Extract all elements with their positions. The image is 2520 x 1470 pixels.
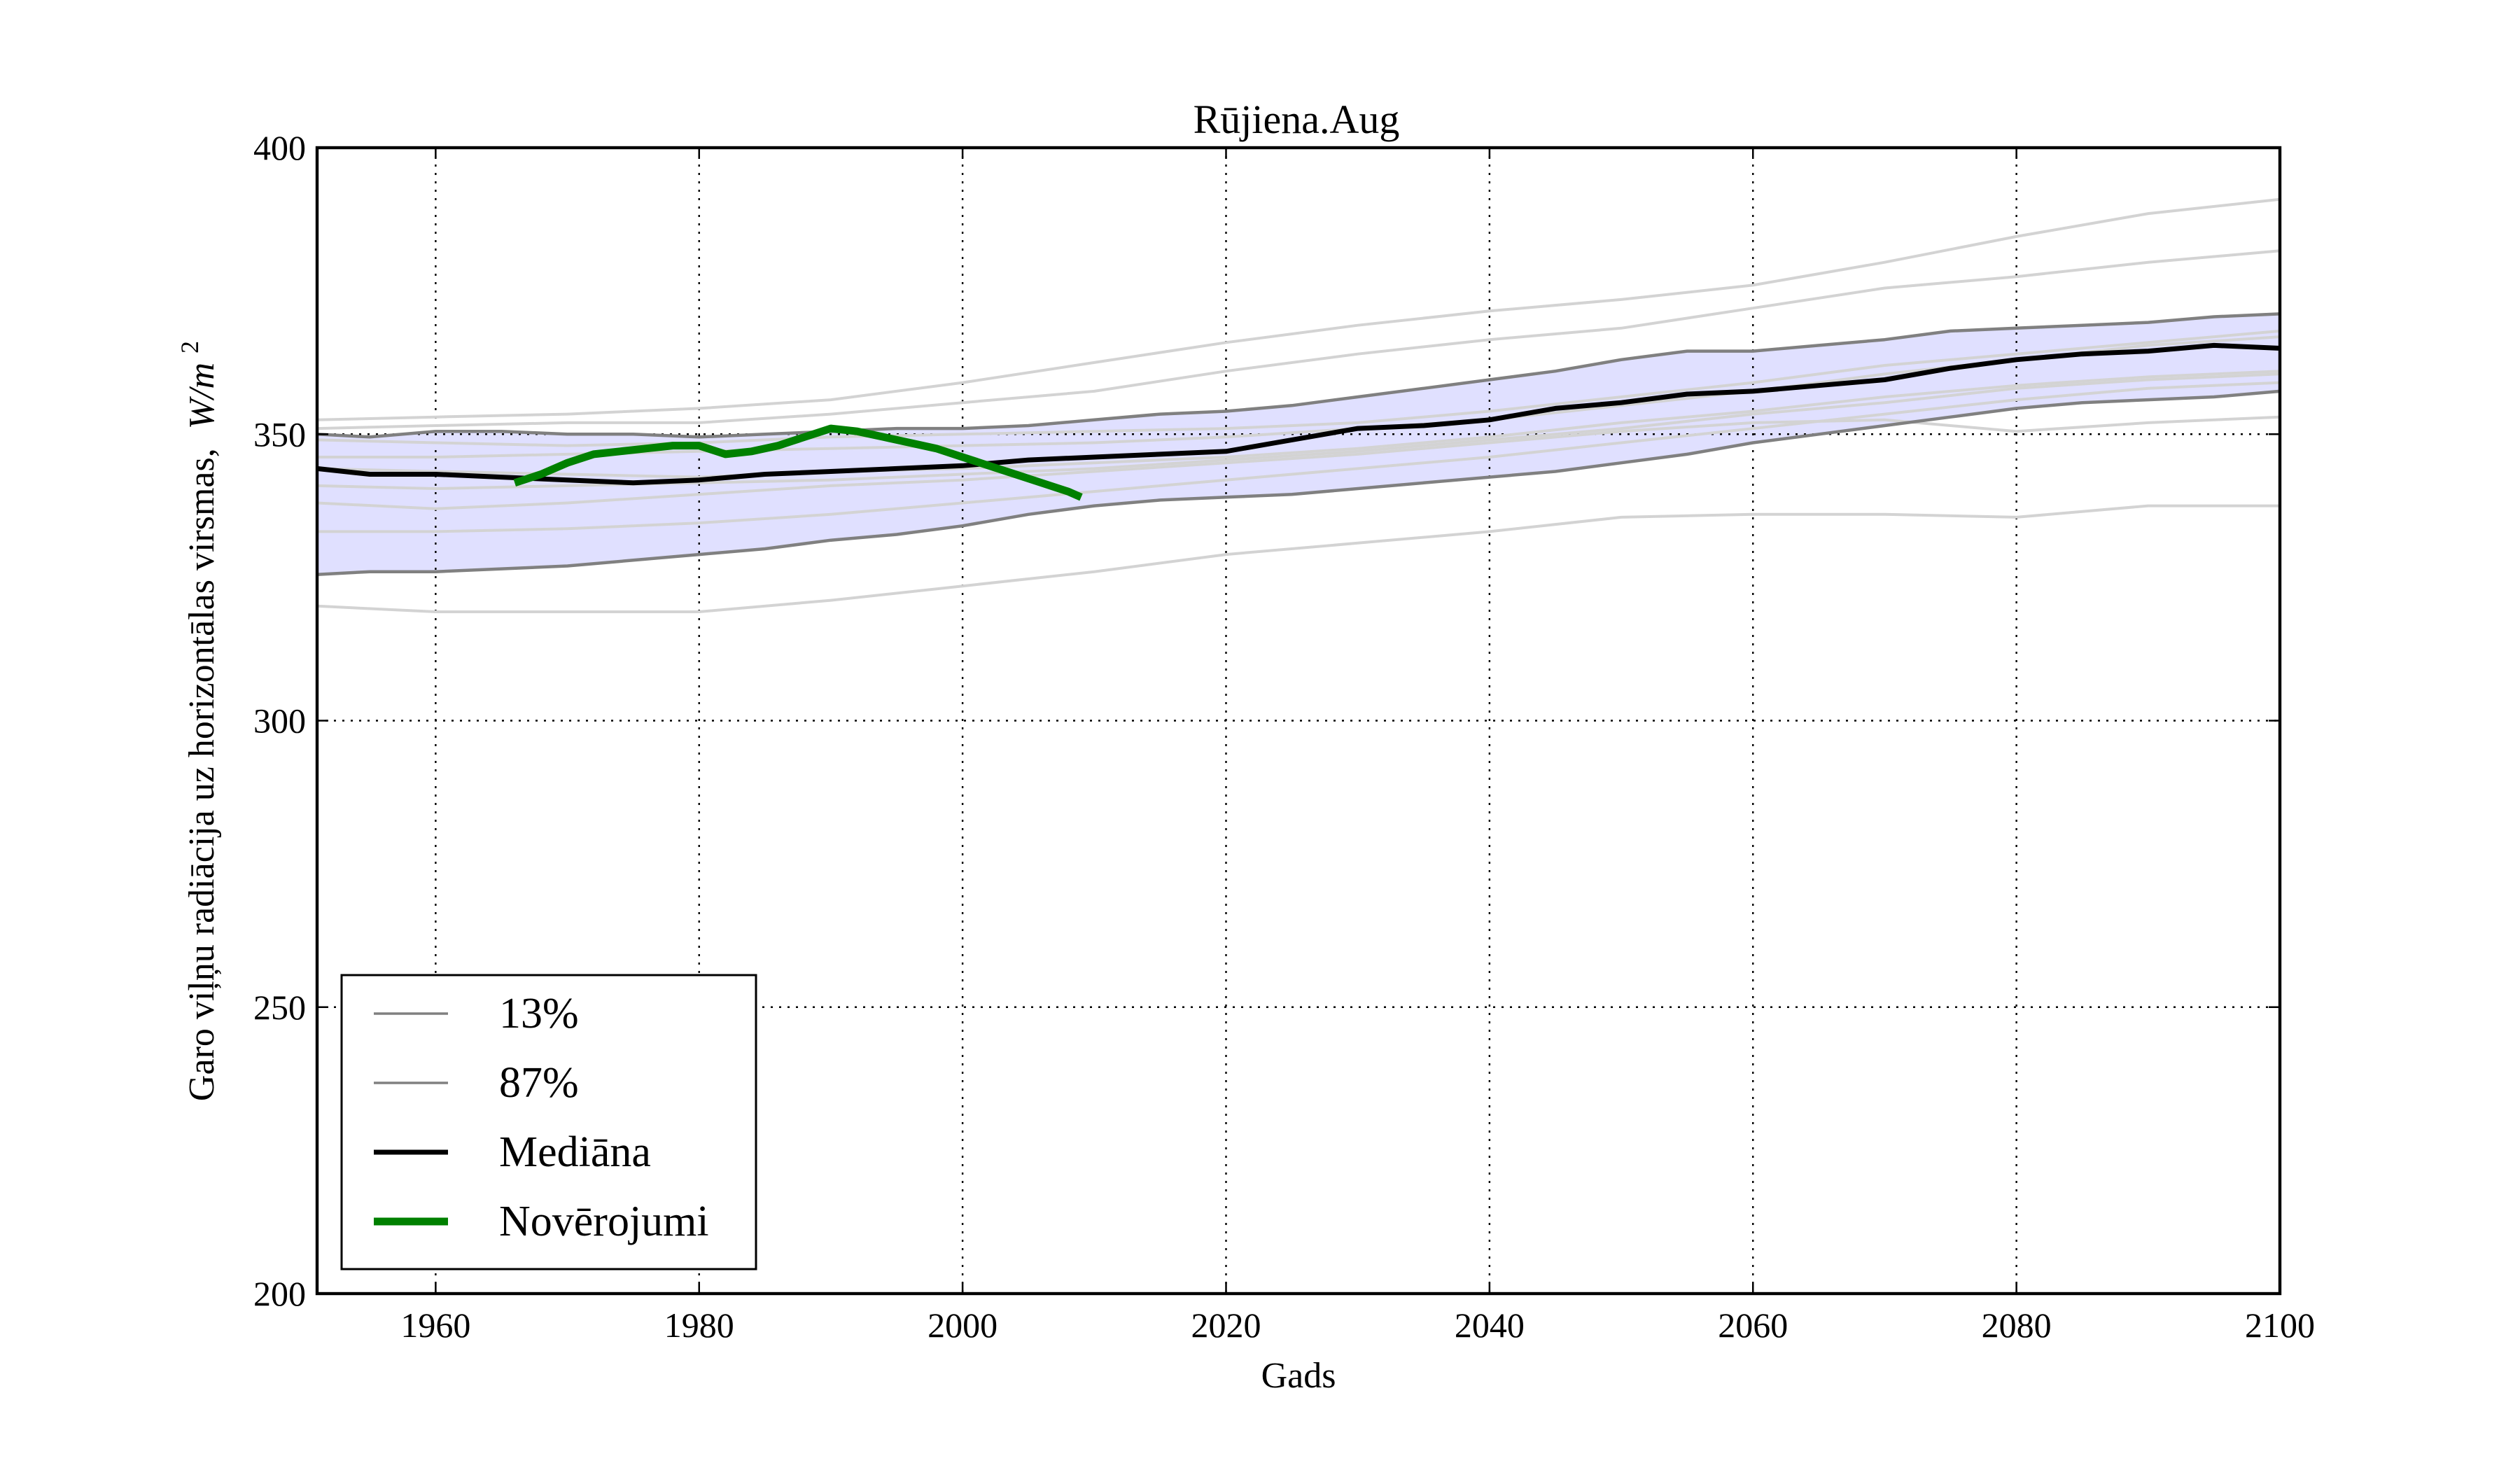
x-tick-label: 1960	[400, 1306, 470, 1345]
band-lower-line	[316, 389, 2281, 577]
y-tick-label: 250	[253, 988, 306, 1027]
band-upper-line	[316, 312, 2281, 439]
x-axis-ticks: 1960 1980 2000 2020 2040 2060 2080 2100	[400, 148, 2315, 1345]
data-series	[316, 342, 2281, 501]
y-axis-label-unit: W/m	[182, 363, 222, 429]
legend: 13% 87% Mediāna Novērojumi	[340, 974, 757, 1270]
ensemble-line-2	[316, 197, 2281, 421]
x-tick-label: 2040	[1455, 1306, 1525, 1345]
ensemble-line-7	[317, 381, 2281, 533]
legend-entry: Novērojumi	[374, 1198, 709, 1245]
ensemble-line-5	[316, 370, 2281, 479]
legend-label: Novērojumi	[499, 1198, 709, 1245]
x-tick-label: 2080	[1982, 1306, 2052, 1345]
x-tick-label: 2060	[1718, 1306, 1788, 1345]
percentile-lines	[316, 312, 2281, 577]
grid-lines	[317, 148, 2280, 1294]
legend-entry: 13%	[374, 990, 579, 1037]
x-tick-label: 1980	[664, 1306, 734, 1345]
x-tick-label: 2000	[927, 1306, 997, 1345]
series-line-median	[316, 342, 2281, 486]
ensemble-line-3	[316, 249, 2281, 430]
plot-area	[315, 146, 2282, 1296]
y-tick-label: 400	[253, 128, 306, 167]
legend-entry: Mediāna	[374, 1128, 651, 1176]
x-tick-label: 2020	[1191, 1306, 1261, 1345]
y-axis-label: Garo viļņu radiācija uz horizontālas vir…	[176, 341, 222, 1101]
ensemble-line-9	[316, 329, 2281, 447]
y-axis-label-text: Garo viļņu radiācija uz horizontālas vir…	[182, 448, 222, 1101]
ensemble-line-4	[316, 415, 2281, 510]
y-axis-label-exponent: 2	[176, 341, 204, 354]
x-axis-label: Gads	[1261, 1356, 1336, 1396]
y-tick-label: 200	[253, 1274, 306, 1313]
y-tick-label: 300	[253, 701, 306, 741]
legend-entry: 87%	[374, 1059, 579, 1107]
y-axis-ticks: 200 250 300 350 400	[253, 128, 2280, 1313]
legend-label: 13%	[499, 990, 579, 1037]
chart-title: Rūjiena.Aug	[1194, 97, 1400, 142]
legend-label: 87%	[499, 1059, 579, 1107]
series-line-observations	[513, 424, 1083, 501]
ensemble-line-1	[316, 504, 2280, 613]
legend-label: Mediāna	[499, 1128, 651, 1176]
y-tick-label: 350	[253, 414, 306, 454]
x-tick-label: 2100	[2245, 1306, 2315, 1345]
